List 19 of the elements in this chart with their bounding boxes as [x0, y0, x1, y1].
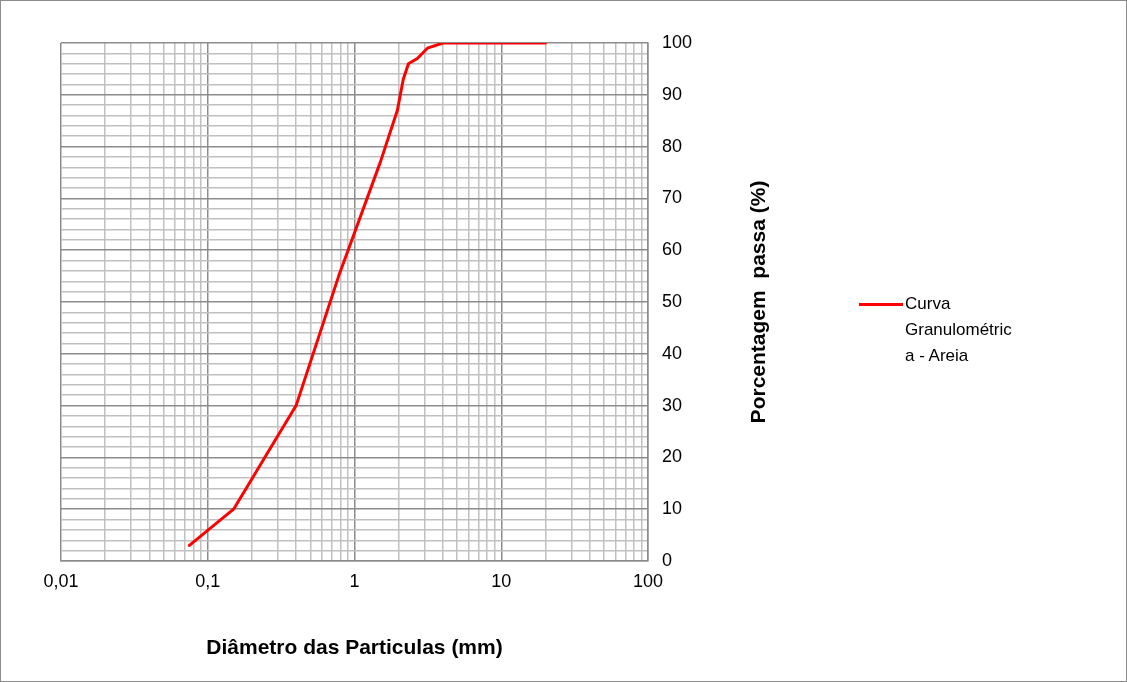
x-tick-label: 0,1: [195, 570, 221, 591]
y-axis-title: Porcentagem passa (%): [746, 180, 770, 424]
x-axis-title: Diâmetro das Particulas (mm): [206, 635, 503, 659]
y-tick-label: 20: [662, 446, 683, 467]
x-tick-label: 0,01: [43, 570, 79, 591]
y-tick-label: 60: [662, 239, 683, 260]
y-tick-label: 0: [662, 549, 673, 570]
y-tick-label: 100: [662, 31, 693, 52]
x-tick-label: 100: [632, 570, 664, 591]
y-tick-label: 40: [662, 342, 683, 363]
y-tick-label: 30: [662, 394, 683, 415]
x-tick-label: 10: [491, 570, 512, 591]
y-tick-label: 70: [662, 187, 683, 208]
y-tick-label: 80: [662, 135, 683, 156]
y-tick-label: 90: [662, 83, 683, 104]
legend-label: Curva Granulométrica - Areia: [905, 293, 1013, 367]
y-tick-label: 10: [662, 498, 683, 519]
x-tick-label: 1: [349, 570, 360, 591]
y-tick-label: 50: [662, 290, 683, 311]
